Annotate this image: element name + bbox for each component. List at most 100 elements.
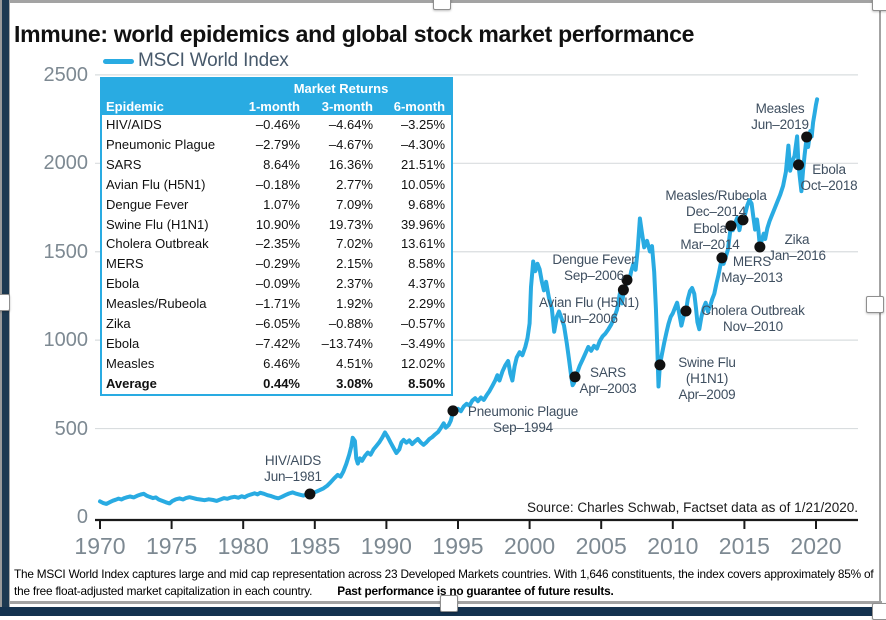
return-cell: 19.73%: [328, 216, 373, 232]
annotation-line: Sep–2006: [564, 268, 624, 283]
return-cell: –0.09%: [255, 276, 300, 292]
x-tick-label: 1985: [289, 533, 341, 559]
return-cell: –7.42%: [255, 335, 300, 351]
x-tick-label: 1995: [432, 533, 484, 559]
epidemic-cell: Cholera Outbreak: [106, 236, 209, 252]
y-tick-label: 500: [54, 417, 88, 440]
return-cell: –4.64%: [328, 117, 373, 132]
epidemic-annotation-label: HIV/AIDS Jun–1981: [198, 453, 388, 485]
epidemic-event-dot: [716, 252, 728, 264]
return-cell: 13.61%: [400, 236, 446, 252]
resize-handle-bottom-right[interactable]: [872, 603, 886, 620]
return-cell: 7.02%: [336, 236, 373, 252]
epidemic-cell: Measles: [106, 355, 155, 371]
epidemic-annotation-label: Measles/Rubeola Dec–2014: [621, 188, 811, 220]
epidemic-cell: Ebola: [106, 276, 140, 292]
return-cell: 2.15%: [336, 256, 373, 272]
epidemic-event-dot: [654, 359, 666, 371]
annotation-line: Ebola: [812, 162, 846, 177]
table-row: Swine Flu (H1N1) 10.90% 19.73% 39.96%: [101, 215, 452, 235]
epidemic-cell: HIV/AIDS: [106, 117, 162, 132]
column-header-3-month: 3-month: [306, 97, 379, 115]
footnote-disclaimer: Past performance is no guarantee of futu…: [337, 583, 614, 598]
return-cell: 9.68%: [408, 196, 446, 212]
epidemic-event-dot: [304, 488, 316, 500]
annotation-line: Zika: [784, 232, 810, 247]
return-cell: 1.07%: [263, 196, 300, 212]
annotation-line: Jun–2019: [751, 117, 809, 132]
annotation-line: May–2013: [721, 270, 783, 285]
y-tick-label: 1500: [43, 240, 89, 263]
table-header-row: Epidemic 1-month 3-month 6-month: [101, 97, 453, 115]
return-cell: 8.64%: [263, 156, 300, 172]
return-cell: –4.67%: [328, 136, 373, 152]
return-cell: 16.36%: [328, 156, 373, 172]
resize-handle-bottom-center[interactable]: [440, 595, 458, 612]
annotation-line: Cholera Outbreak: [701, 303, 805, 318]
epidemic-event-dot: [725, 220, 737, 232]
epidemic-annotation-label: Pneumonic Plague Sep–1994: [428, 404, 618, 436]
table-average-row: Average 0.44% 3.08% 8.50%: [101, 374, 452, 395]
epidemic-cell: Zika: [106, 316, 131, 332]
epidemic-annotation-label: Cholera Outbreak Nov–2010: [658, 303, 848, 335]
annotation-line: Dengue Fever: [552, 252, 636, 267]
column-header-1-month: 1-month: [233, 97, 306, 115]
return-cell: 10.90%: [255, 216, 300, 232]
table-group-header-row: Market Returns: [101, 78, 453, 97]
epidemic-event-dot: [569, 371, 581, 383]
annotation-line: Avian Flu (H5N1): [538, 295, 640, 310]
y-tick-label: 0: [76, 506, 88, 528]
table-row: Avian Flu (H5N1) –0.18% 2.77% 10.05%: [101, 175, 452, 195]
epidemic-annotation-label: MERS May–2013: [657, 254, 847, 286]
epidemic-annotation-label: SARS Apr–2003: [513, 365, 703, 397]
resize-handle-top-center[interactable]: [433, 0, 451, 10]
annotation-line: (H1N1): [685, 371, 729, 386]
table-row: Measles 6.46% 4.51% 12.02%: [101, 354, 452, 374]
return-cell: 8.58%: [408, 256, 446, 272]
table-row: Zika –6.05% –0.88% –0.57%: [101, 314, 452, 334]
return-cell: –3.49%: [400, 335, 446, 351]
return-cell: –1.71%: [255, 296, 300, 312]
epidemic-annotation-label: Swine Flu (H1N1) Apr–2009: [612, 355, 802, 403]
resize-handle-right-middle[interactable]: [866, 296, 884, 313]
msci-index-line: [98, 97, 820, 506]
epidemic-cell: MERS: [106, 256, 144, 272]
return-cell: 21.51%: [400, 156, 446, 172]
column-header-epidemic: Epidemic: [101, 97, 233, 115]
epidemic-event-dot: [737, 214, 749, 226]
resize-handle-left-middle[interactable]: [0, 294, 10, 311]
return-cell: 4.51%: [336, 355, 373, 371]
x-tick-label: 2010: [647, 533, 699, 559]
return-cell: 8.50%: [408, 375, 446, 391]
epidemic-cell: Swine Flu (H1N1): [106, 216, 209, 232]
epidemic-event-dot: [680, 305, 692, 317]
return-cell: –3.25%: [400, 117, 446, 132]
annotation-line: Swine Flu: [678, 355, 736, 370]
return-cell: –0.88%: [328, 316, 373, 332]
return-cell: 7.09%: [336, 196, 373, 212]
column-header-6-month: 6-month: [379, 97, 453, 115]
return-cell: 2.37%: [336, 276, 373, 292]
annotation-line: Mar–2014: [680, 237, 740, 252]
return-cell: 10.05%: [400, 176, 446, 192]
x-tick-label: 2020: [790, 533, 842, 559]
annotation-line: MERS: [732, 254, 772, 269]
x-tick-label: 2005: [575, 533, 627, 559]
legend-line-swatch: [103, 58, 134, 64]
empty-header-cell: [101, 78, 233, 97]
epidemic-cell: Pneumonic Plague: [106, 136, 216, 152]
return-cell: –2.79%: [255, 136, 300, 152]
y-tick-label: 2000: [43, 152, 89, 175]
annotation-line: Jan–2016: [768, 248, 826, 263]
return-cell: –0.29%: [255, 256, 300, 272]
epidemic-event-dot: [617, 284, 629, 296]
resize-handle-top-right[interactable]: [872, 0, 886, 11]
epidemic-annotation-label: Avian Flu (H5N1) Jun–2006: [494, 295, 684, 327]
return-cell: 2.77%: [336, 176, 373, 192]
return-cell: 39.96%: [400, 216, 446, 232]
table-row: Pneumonic Plague –2.79% –4.67% –4.30%: [101, 135, 452, 155]
table-row: HIV/AIDS –0.46% –4.64% –3.25%: [101, 115, 452, 135]
epidemic-annotation-label: Zika Jan–2016: [702, 232, 886, 264]
return-cell: 2.29%: [408, 296, 446, 312]
